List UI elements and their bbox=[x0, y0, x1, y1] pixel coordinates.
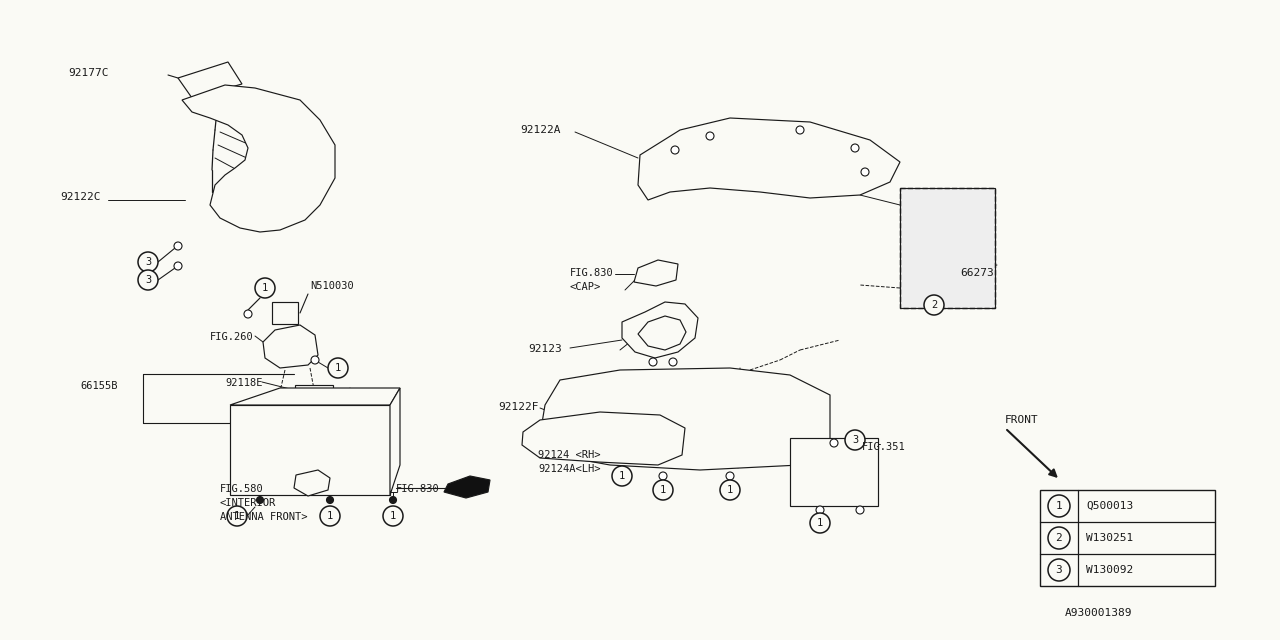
Circle shape bbox=[227, 506, 247, 526]
Circle shape bbox=[856, 506, 864, 514]
Polygon shape bbox=[637, 118, 900, 200]
Circle shape bbox=[326, 497, 334, 504]
Circle shape bbox=[255, 278, 275, 298]
Polygon shape bbox=[637, 316, 686, 350]
Text: 1: 1 bbox=[817, 518, 823, 528]
Text: N510030: N510030 bbox=[310, 281, 353, 291]
Text: 1: 1 bbox=[234, 511, 241, 521]
Polygon shape bbox=[178, 62, 242, 98]
Text: 3: 3 bbox=[852, 435, 858, 445]
Circle shape bbox=[659, 472, 667, 480]
Text: <INTERIOR: <INTERIOR bbox=[220, 498, 276, 508]
Circle shape bbox=[389, 497, 397, 504]
Text: 66273: 66273 bbox=[960, 268, 993, 278]
Text: A930001389: A930001389 bbox=[1065, 608, 1133, 618]
Circle shape bbox=[320, 506, 340, 526]
Circle shape bbox=[138, 252, 157, 272]
Text: 92177C: 92177C bbox=[68, 68, 109, 78]
Polygon shape bbox=[900, 188, 995, 308]
Circle shape bbox=[817, 506, 824, 514]
Circle shape bbox=[845, 430, 865, 450]
Circle shape bbox=[726, 472, 733, 480]
Polygon shape bbox=[622, 302, 698, 358]
Circle shape bbox=[653, 480, 673, 500]
Circle shape bbox=[311, 356, 319, 364]
Polygon shape bbox=[294, 470, 330, 496]
Polygon shape bbox=[390, 388, 399, 495]
Text: ANTENNA FRONT>: ANTENNA FRONT> bbox=[220, 512, 307, 522]
Circle shape bbox=[256, 497, 264, 504]
Text: W130092: W130092 bbox=[1085, 565, 1133, 575]
Circle shape bbox=[851, 144, 859, 152]
Text: FIG.830: FIG.830 bbox=[570, 268, 613, 278]
Circle shape bbox=[244, 310, 252, 318]
Circle shape bbox=[719, 480, 740, 500]
Text: FIG.260: FIG.260 bbox=[210, 332, 253, 342]
Polygon shape bbox=[444, 476, 490, 498]
Polygon shape bbox=[230, 388, 399, 405]
Text: 92123: 92123 bbox=[529, 344, 562, 354]
Text: 92122A: 92122A bbox=[520, 125, 561, 135]
Polygon shape bbox=[294, 385, 333, 415]
Text: 3: 3 bbox=[145, 257, 151, 267]
Polygon shape bbox=[182, 85, 335, 232]
Circle shape bbox=[174, 242, 182, 250]
Polygon shape bbox=[522, 412, 685, 465]
Circle shape bbox=[1048, 495, 1070, 517]
Polygon shape bbox=[230, 405, 390, 495]
Text: 1: 1 bbox=[390, 511, 396, 521]
Text: <CAP>: <CAP> bbox=[570, 282, 602, 292]
Text: Q500013: Q500013 bbox=[1085, 501, 1133, 511]
Text: FIG.351: FIG.351 bbox=[861, 442, 906, 452]
Text: 92122F: 92122F bbox=[498, 402, 539, 412]
Polygon shape bbox=[273, 302, 298, 324]
Text: 66155B: 66155B bbox=[79, 381, 118, 391]
Text: 92124A<LH>: 92124A<LH> bbox=[538, 464, 600, 474]
Text: W130251: W130251 bbox=[1085, 533, 1133, 543]
Circle shape bbox=[328, 358, 348, 378]
Text: 3: 3 bbox=[1056, 565, 1062, 575]
Circle shape bbox=[174, 262, 182, 270]
Text: 1: 1 bbox=[618, 471, 625, 481]
Text: 1: 1 bbox=[1056, 501, 1062, 511]
Text: 3: 3 bbox=[145, 275, 151, 285]
Text: FIG.830: FIG.830 bbox=[396, 484, 440, 494]
Circle shape bbox=[671, 146, 678, 154]
Text: 92118E: 92118E bbox=[225, 378, 262, 388]
Text: 2: 2 bbox=[1056, 533, 1062, 543]
Polygon shape bbox=[790, 438, 878, 506]
Circle shape bbox=[1048, 527, 1070, 549]
Circle shape bbox=[707, 132, 714, 140]
Circle shape bbox=[669, 358, 677, 366]
Circle shape bbox=[796, 126, 804, 134]
Text: 92122C: 92122C bbox=[60, 192, 101, 202]
Circle shape bbox=[810, 513, 829, 533]
Circle shape bbox=[383, 506, 403, 526]
Text: 1: 1 bbox=[660, 485, 666, 495]
Circle shape bbox=[861, 168, 869, 176]
Text: FRONT: FRONT bbox=[1005, 415, 1039, 425]
Text: 1: 1 bbox=[262, 283, 268, 293]
Text: 2: 2 bbox=[931, 300, 937, 310]
Circle shape bbox=[924, 295, 945, 315]
Polygon shape bbox=[634, 260, 678, 286]
Circle shape bbox=[612, 466, 632, 486]
Text: 1: 1 bbox=[727, 485, 733, 495]
Polygon shape bbox=[262, 325, 317, 368]
Text: 1: 1 bbox=[326, 511, 333, 521]
Polygon shape bbox=[540, 368, 829, 470]
Circle shape bbox=[829, 439, 838, 447]
Text: 1: 1 bbox=[335, 363, 342, 373]
Circle shape bbox=[649, 358, 657, 366]
Text: FIG.580: FIG.580 bbox=[220, 484, 264, 494]
Circle shape bbox=[138, 270, 157, 290]
Text: 92124 <RH>: 92124 <RH> bbox=[538, 450, 600, 460]
Circle shape bbox=[1048, 559, 1070, 581]
